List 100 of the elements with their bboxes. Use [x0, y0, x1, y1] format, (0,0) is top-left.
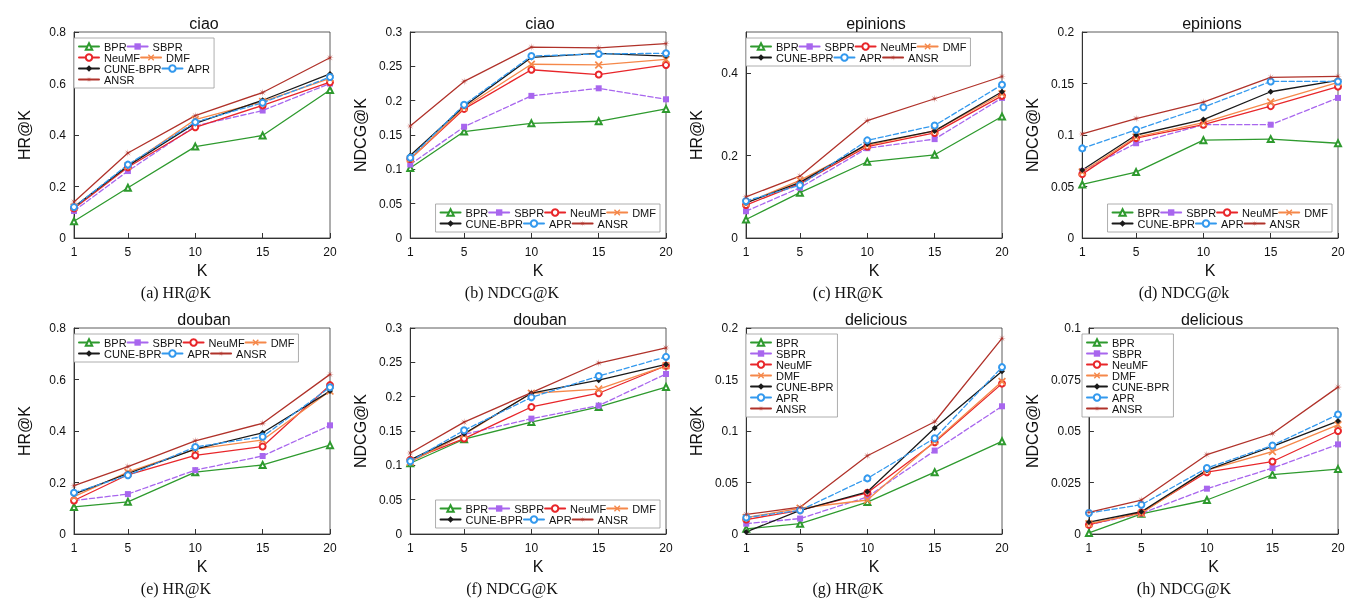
legend-label: CUNE-BPR [776, 51, 834, 64]
y-tick-label: 0.2 [49, 179, 67, 194]
x-tick-label: 20 [995, 541, 1009, 555]
y-tick-label: 0 [395, 527, 403, 541]
y-tick-label: 0.1 [385, 458, 403, 473]
legend-label: SBPR [152, 336, 183, 349]
x-tick-label: 5 [124, 245, 132, 259]
x-tick-label: 15 [592, 541, 606, 555]
x-tick-label: 10 [860, 245, 875, 259]
legend-label: CUNE-BPR [104, 347, 162, 360]
legend-label: NeuMF [208, 336, 245, 349]
x-tick-label: 20 [659, 541, 673, 555]
y-tick-label: 0.2 [49, 475, 67, 490]
chart-title: epinions [846, 14, 906, 32]
x-axis-title: K [868, 262, 880, 280]
x-tick-label: 1 [406, 541, 414, 555]
legend-label: SBPR [1186, 206, 1217, 219]
x-tick-label: 10 [188, 245, 203, 259]
legend-label: SBPR [152, 40, 183, 53]
y-axis-title: NDCG@K [351, 97, 369, 173]
y-tick-label: 0.15 [1050, 76, 1075, 91]
y-tick-label: 0.1 [721, 424, 739, 438]
legend-label: ANSR [776, 402, 807, 415]
y-tick-label: 0.15 [714, 372, 739, 387]
y-tick-label: 0.6 [49, 372, 67, 387]
y-axis-title: NDCG@K [1023, 97, 1041, 173]
y-tick-label: 0.05 [378, 492, 403, 507]
legend-label: BPR [1137, 206, 1161, 219]
legend-label: BPR [104, 40, 127, 53]
legend-label: NeuMF [1112, 358, 1149, 371]
x-tick-label: 10 [1196, 245, 1211, 259]
legend-label: APR [187, 347, 211, 360]
legend-label: BPR [465, 206, 489, 219]
legend-label: DMF [942, 40, 967, 53]
x-tick-label: 10 [1200, 541, 1214, 555]
x-axis-title: K [868, 558, 880, 576]
legend-label: ANSR [1112, 402, 1143, 415]
x-tick-label: 5 [796, 245, 804, 259]
chart-title: douban [513, 310, 567, 328]
y-tick-label: 0.05 [1057, 424, 1082, 438]
x-tick-label: 5 [460, 541, 468, 555]
y-tick-label: 0.6 [49, 76, 67, 91]
x-axis-title: K [196, 558, 208, 576]
legend-label: APR [1112, 391, 1135, 404]
legend-label: DMF [1304, 206, 1329, 219]
legend-label: DMF [1112, 369, 1137, 382]
legend-label: CUNE-BPR [465, 513, 524, 526]
x-tick-label: 1 [742, 245, 750, 259]
x-tick-label: 15 [928, 541, 942, 555]
x-tick-label: 10 [524, 541, 539, 555]
y-axis-title: HR@K [687, 109, 705, 161]
x-tick-label: 10 [524, 245, 539, 259]
legend-label: APR [187, 62, 211, 75]
y-tick-label: 0.8 [49, 321, 67, 335]
text: (c) HR@K [812, 283, 884, 302]
x-axis-title: K [532, 558, 544, 576]
x-tick-label: 20 [323, 541, 337, 555]
y-tick-label: 0.05 [714, 475, 739, 490]
text: (b) NDCG@K [464, 283, 560, 302]
y-axis-title: NDCG@K [351, 393, 369, 469]
legend-label: NeuMF [570, 502, 607, 515]
x-tick-label: 1 [70, 541, 78, 555]
y-tick-label: 0.3 [385, 25, 403, 39]
y-tick-label: 0.25 [378, 355, 403, 370]
y-tick-label: 0.2 [721, 148, 739, 163]
y-tick-label: 0.3 [385, 321, 403, 335]
x-tick-label: 15 [255, 541, 270, 555]
x-tick-label: 20 [995, 245, 1009, 259]
x-tick-label: 15 [592, 245, 606, 259]
y-tick-label: 0.1 [1057, 128, 1075, 142]
legend-label: SBPR [776, 347, 807, 360]
chart-title: ciao [525, 14, 555, 32]
y-tick-label: 0.1 [385, 162, 403, 177]
legend-label: DMF [632, 502, 657, 515]
legend-label: BPR [465, 502, 489, 515]
y-tick-label: 0.15 [378, 128, 403, 142]
y-tick-label: 0.4 [49, 128, 67, 142]
legend-label: ANSR [1269, 217, 1301, 230]
legend-label: ANSR [236, 347, 267, 360]
y-tick-label: 0.2 [1057, 25, 1075, 39]
legend-label: BPR [104, 336, 127, 349]
y-tick-label: 0.15 [378, 424, 403, 438]
y-tick-label: 0 [1074, 527, 1082, 541]
x-axis-title: K [532, 262, 544, 280]
y-tick-label: 0.25 [378, 59, 403, 74]
y-tick-label: 0.2 [385, 389, 403, 404]
legend-label: ANSR [597, 217, 629, 230]
legend-label: NeuMF [776, 358, 813, 371]
x-tick-label: 15 [255, 245, 270, 259]
legend-label: ANSR [597, 513, 629, 526]
legend-label: APR [548, 513, 572, 526]
legend-label: NeuMF [880, 40, 917, 53]
x-tick-label: 1 [70, 245, 78, 259]
text: (d) NDCG@k [1138, 283, 1230, 302]
x-tick-label: 20 [323, 245, 337, 259]
text: (a) HR@K [140, 283, 212, 302]
text: (h) NDCG@K [1136, 579, 1232, 598]
y-tick-label: 0 [731, 527, 739, 541]
y-tick-label: 0.4 [49, 424, 67, 438]
y-tick-label: 0.4 [721, 66, 739, 81]
